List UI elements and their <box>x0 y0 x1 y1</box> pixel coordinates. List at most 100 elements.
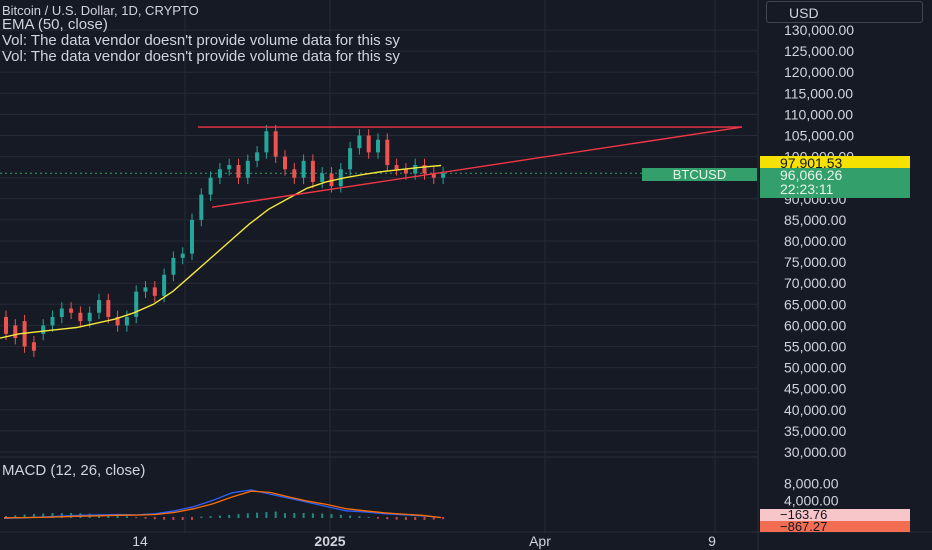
candle <box>403 169 408 174</box>
candle <box>50 316 55 326</box>
macd-histogram-bar <box>107 514 110 518</box>
macd-histogram-bar <box>274 511 277 518</box>
candle <box>4 316 8 334</box>
macd-histogram-bar <box>367 516 370 518</box>
macd-histogram-bar <box>237 514 240 518</box>
volume-indicator-label-2[interactable]: Vol: The data vendor doesn't provide vol… <box>2 48 400 65</box>
candle <box>115 316 120 326</box>
macd-histogram-bar <box>414 517 417 520</box>
candle <box>134 291 139 317</box>
last-price-value: 96,066.26 <box>780 167 843 183</box>
macd-histogram-bar <box>172 517 175 520</box>
candle <box>59 308 64 317</box>
macd-histogram-bar <box>311 513 314 518</box>
macd-histogram-bar <box>135 517 138 519</box>
volume-indicator-label-1[interactable]: Vol: The data vendor doesn't provide vol… <box>2 32 400 49</box>
price-axis-label: 70,000.00 <box>784 275 846 291</box>
macd-histogram-bar <box>256 512 259 518</box>
candle <box>357 135 362 149</box>
candle <box>78 312 83 322</box>
candle <box>245 160 250 178</box>
macd-histogram-bar <box>125 516 128 518</box>
candle <box>348 148 353 170</box>
price-axis-label: 55,000.00 <box>784 339 846 355</box>
candle <box>124 316 129 326</box>
macd-histogram-bar <box>209 516 212 518</box>
candle <box>338 169 343 187</box>
candle <box>413 165 418 174</box>
macd-histogram-bar <box>330 514 333 518</box>
candle <box>292 169 297 178</box>
macd-value-tag-1: −163.76 <box>760 508 910 521</box>
last-price-tag: 96,066.26 22:23:11 <box>760 168 910 198</box>
macd-histogram-bar <box>163 517 166 520</box>
candle <box>69 308 74 313</box>
price-axis-label: 105,000.00 <box>784 128 854 144</box>
candle <box>143 287 148 292</box>
price-axis-label: 60,000.00 <box>784 317 846 333</box>
ema-indicator-label[interactable]: EMA (50, close) <box>2 16 108 33</box>
macd-histogram-bar <box>321 513 324 518</box>
price-axis-label: 40,000.00 <box>784 402 846 418</box>
macd-axis-label: 4,000.00 <box>784 492 839 508</box>
macd-histogram-bar <box>60 513 63 518</box>
macd-histogram-bar <box>377 517 379 519</box>
candle <box>13 325 18 339</box>
price-axis-label: 85,000.00 <box>784 212 846 228</box>
macd-histogram-bar <box>153 517 156 520</box>
candle <box>283 156 287 170</box>
macd-histogram-bar <box>265 512 268 518</box>
macd-value-tag-2: −867.27 <box>760 520 910 533</box>
macd-histogram-bar <box>404 517 407 520</box>
price-axis-label: 65,000.00 <box>784 296 846 312</box>
macd-histogram-bar <box>395 517 398 520</box>
macd-histogram-bar <box>442 517 445 520</box>
candle <box>301 160 306 178</box>
candle <box>217 169 222 178</box>
macd-histogram-bar <box>228 514 231 518</box>
macd-histogram-bar <box>339 514 342 518</box>
macd-histogram-bar <box>358 516 361 518</box>
support-trendline <box>211 126 743 208</box>
price-axis-label: 120,000.00 <box>784 64 854 80</box>
candle <box>152 287 157 296</box>
macd-histogram-bar <box>200 516 203 518</box>
macd-indicator-label[interactable]: MACD (12, 26, close) <box>2 462 146 479</box>
candle <box>320 173 325 182</box>
candle <box>431 173 436 178</box>
macd-histogram-bar <box>144 517 147 519</box>
symbol-price-tag: BTCUSD <box>642 168 757 181</box>
candle <box>227 165 232 170</box>
candle <box>376 139 380 153</box>
macd-line <box>3 489 442 519</box>
macd-histogram-bar <box>246 513 249 518</box>
price-axis-label: 80,000.00 <box>784 233 846 249</box>
symbol-title[interactable]: Bitcoin / U.S. Dollar, 1D, CRYPTO <box>2 3 199 18</box>
candle <box>171 257 176 275</box>
candle <box>366 135 371 153</box>
macd-histogram-bar <box>293 513 296 518</box>
macd-histogram-bar <box>181 517 184 520</box>
candle <box>180 253 185 258</box>
macd-histogram-bar <box>42 513 45 518</box>
candle <box>199 194 204 220</box>
candle <box>236 165 241 178</box>
candle <box>394 165 399 170</box>
macd-histogram-bar <box>32 513 35 518</box>
candle <box>97 300 101 313</box>
macd-histogram-bar <box>5 516 7 518</box>
candle <box>106 300 111 317</box>
ema-price-tag: 97,901.53 <box>760 156 910 171</box>
price-axis-label: 115,000.00 <box>784 85 853 101</box>
price-axis-label: 45,000.00 <box>784 381 846 397</box>
time-axis-label: 14 <box>132 533 148 549</box>
currency-button[interactable]: USD <box>766 1 923 23</box>
macd-histogram-bar <box>432 517 435 520</box>
candle <box>310 160 315 182</box>
macd-histogram-bar <box>218 515 221 518</box>
price-axis-label: 30,000.00 <box>784 444 846 460</box>
candle <box>31 342 36 351</box>
macd-histogram-bar <box>349 515 352 518</box>
macd-histogram-bar <box>284 513 286 518</box>
